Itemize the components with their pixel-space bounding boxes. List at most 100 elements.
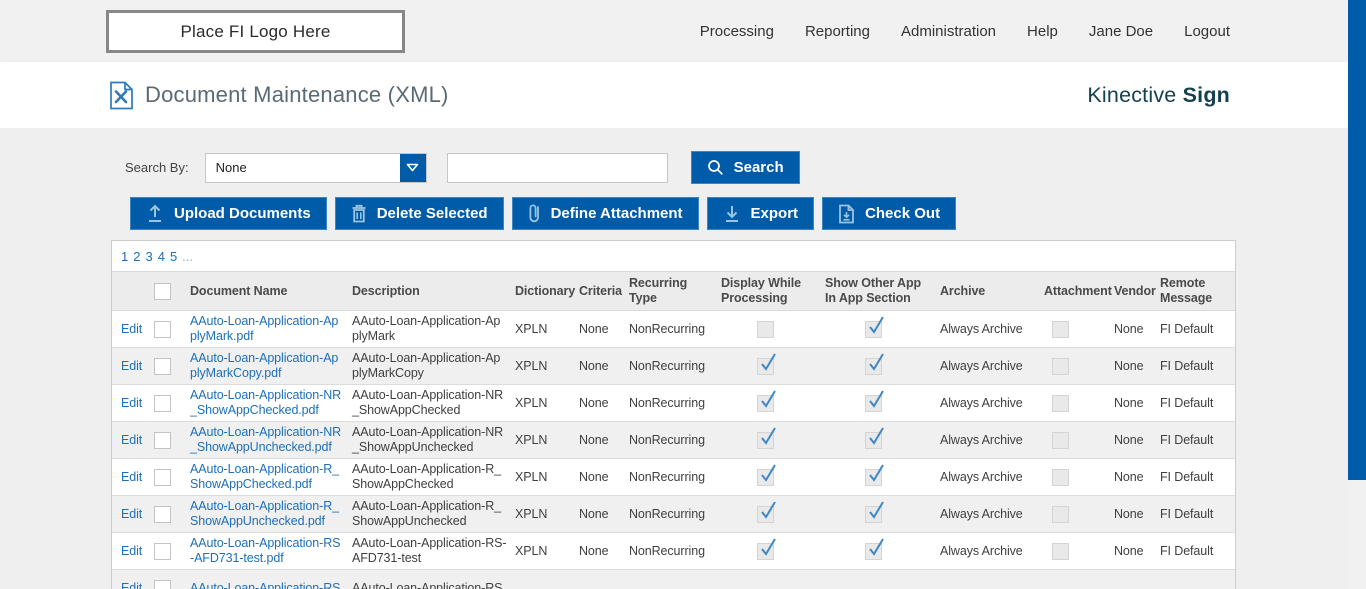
select-all-checkbox[interactable] bbox=[154, 282, 171, 300]
nav-item-logout[interactable]: Logout bbox=[1184, 22, 1230, 40]
vendor-cell: None bbox=[1114, 543, 1144, 558]
vendor-cell: None bbox=[1114, 506, 1144, 521]
table-row: Edit AAuto-Loan-Application-RS AAuto-Loan-… bbox=[112, 569, 1235, 589]
remote-message-cell: FI Default bbox=[1160, 395, 1214, 410]
document-name-link[interactable]: AAuto-Loan-Application-ApplyMarkCopy.pdf bbox=[190, 351, 339, 380]
column-header-display-while-processing: Display While Processing bbox=[719, 271, 823, 311]
archive-cell: Always Archive bbox=[940, 469, 1023, 484]
recurring-type-cell: NonRecurring bbox=[629, 321, 705, 336]
vendor-cell bbox=[1112, 570, 1158, 589]
search-by-label: Search By: bbox=[125, 160, 189, 175]
description-cell: AAuto-Loan-Application-NR_ShowAppChecked bbox=[352, 388, 504, 417]
nav-item-help[interactable]: Help bbox=[1027, 22, 1058, 40]
delete-selected-button[interactable]: Delete Selected bbox=[334, 197, 504, 230]
edit-link[interactable]: Edit bbox=[121, 580, 143, 589]
attachment-checkbox bbox=[1052, 431, 1069, 449]
brand-name: Kinective bbox=[1087, 82, 1183, 107]
document-name-link[interactable]: AAuto-Loan-Application-ApplyMark.pdf bbox=[190, 314, 339, 343]
row-select-checkbox[interactable] bbox=[154, 357, 171, 375]
nav-item-administration[interactable]: Administration bbox=[900, 22, 997, 40]
archive-cell: Always Archive bbox=[940, 358, 1023, 373]
page-link-5[interactable]: 5 bbox=[169, 249, 178, 264]
vendor-cell: None bbox=[1114, 469, 1144, 484]
document-name-link[interactable]: AAuto-Loan-Application-R_ShowAppUnchecke… bbox=[190, 499, 339, 528]
table-row: Edit AAuto-Loan-Application-ApplyMarkCopy… bbox=[112, 347, 1235, 385]
button-label: Delete Selected bbox=[376, 205, 488, 222]
vendor-cell: None bbox=[1114, 395, 1144, 410]
edit-link[interactable]: Edit bbox=[121, 321, 143, 336]
column-header-description: Description bbox=[350, 271, 513, 311]
nav-item-reporting[interactable]: Reporting bbox=[804, 22, 870, 40]
nav-item-processing[interactable]: Processing bbox=[699, 22, 774, 40]
display-while-processing-checkbox bbox=[757, 537, 776, 560]
edit-link[interactable]: Edit bbox=[121, 358, 143, 373]
recurring-type-cell bbox=[627, 570, 719, 589]
criteria-cell: None bbox=[579, 321, 609, 336]
row-select-checkbox[interactable] bbox=[154, 320, 171, 338]
document-name-link[interactable]: AAuto-Loan-Application-RS bbox=[190, 580, 341, 589]
criteria-cell: None bbox=[579, 432, 609, 447]
description-cell: AAuto-Loan-Application-NR_ShowAppUncheck… bbox=[352, 425, 504, 454]
edit-link[interactable]: Edit bbox=[121, 395, 143, 410]
show-other-app-checkbox bbox=[865, 426, 884, 449]
chevron-down-icon[interactable] bbox=[399, 153, 426, 182]
remote-message-cell: FI Default bbox=[1160, 321, 1214, 336]
table-row: Edit AAuto-Loan-Application-R_ShowAppUnch… bbox=[112, 495, 1235, 533]
document-name-link[interactable]: AAuto-Loan-Application-R_ShowAppChecked.… bbox=[190, 462, 339, 491]
row-select-checkbox[interactable] bbox=[154, 468, 171, 486]
page-link-4[interactable]: 4 bbox=[157, 249, 165, 264]
check-out-button[interactable]: Check Out bbox=[822, 197, 957, 230]
brand-product: Sign bbox=[1182, 82, 1230, 107]
dictionary-cell: XPLN bbox=[515, 543, 548, 558]
description-cell: AAuto-Loan-Application-R_ShowAppUnchecke… bbox=[352, 499, 501, 528]
remote-message-cell: FI Default bbox=[1160, 358, 1214, 373]
remote-message-cell: FI Default bbox=[1160, 543, 1214, 558]
document-name-link[interactable]: AAuto-Loan-Application-RS-AFD731-test.pd… bbox=[190, 536, 341, 565]
column-header-show-other-app-in-app-section: Show Other App In App Section bbox=[823, 271, 938, 311]
scrollbar-thumb[interactable] bbox=[1348, 0, 1366, 480]
edit-link[interactable]: Edit bbox=[121, 543, 143, 558]
page-link-3[interactable]: 3 bbox=[145, 249, 153, 264]
search-button[interactable]: Search bbox=[690, 151, 800, 184]
page-link-1[interactable]: 1 bbox=[121, 249, 129, 264]
edit-link[interactable]: Edit bbox=[121, 432, 143, 447]
row-select-checkbox[interactable] bbox=[154, 579, 171, 589]
row-select-checkbox[interactable] bbox=[154, 431, 171, 449]
show-other-app-checkbox bbox=[865, 315, 884, 338]
search-by-select[interactable]: None bbox=[204, 152, 427, 183]
nav-item-jane-doe[interactable]: Jane Doe bbox=[1088, 22, 1154, 40]
edit-link[interactable]: Edit bbox=[121, 469, 143, 484]
upload-documents-button[interactable]: Upload Documents bbox=[130, 197, 327, 230]
row-select-checkbox[interactable] bbox=[154, 394, 171, 412]
column-header-criteria: Criteria bbox=[577, 271, 627, 311]
description-cell: AAuto-Loan-Application-RS-AFD731-test bbox=[352, 536, 507, 565]
table-row: Edit AAuto-Loan-Application-ApplyMark.pdf… bbox=[112, 310, 1235, 348]
display-while-processing-checkbox bbox=[757, 500, 776, 523]
documents-table: Document Name Description Dictionary Criter… bbox=[112, 271, 1235, 589]
edit-link[interactable]: Edit bbox=[121, 506, 143, 521]
document-name-link[interactable]: AAuto-Loan-Application-NR_ShowAppChecked… bbox=[190, 388, 342, 417]
document-name-link[interactable]: AAuto-Loan-Application-NR_ShowAppUncheck… bbox=[190, 425, 342, 454]
top-header-bar: Place FI Logo Here Processing Reporting Ad… bbox=[0, 0, 1366, 62]
dictionary-cell: XPLN bbox=[515, 358, 548, 373]
display-while-processing-checkbox bbox=[757, 389, 776, 412]
actions-toolbar: Upload Documents Delete Selected Define At… bbox=[0, 184, 1366, 230]
page-link-more[interactable]: ... bbox=[182, 249, 194, 264]
row-select-checkbox[interactable] bbox=[154, 542, 171, 560]
archive-cell: Always Archive bbox=[940, 395, 1023, 410]
display-while-processing-checkbox bbox=[757, 426, 776, 449]
search-by-selected-value: None bbox=[215, 160, 247, 175]
search-row: Search By: None Search bbox=[0, 128, 1366, 184]
checkout-document-icon bbox=[838, 204, 855, 224]
search-input[interactable] bbox=[446, 152, 668, 183]
export-button[interactable]: Export bbox=[706, 197, 815, 230]
vertical-scrollbar[interactable] bbox=[1348, 0, 1366, 589]
page-link-2[interactable]: 2 bbox=[133, 249, 141, 264]
table-body: Edit AAuto-Loan-Application-ApplyMark.pdf… bbox=[112, 310, 1235, 589]
description-cell: AAuto-Loan-Application-R_ShowAppChecked bbox=[352, 462, 501, 491]
define-attachment-button[interactable]: Define Attachment bbox=[511, 197, 699, 230]
page-title-bar: Document Maintenance (XML) Kinective Sig… bbox=[0, 62, 1366, 128]
page-title: Document Maintenance (XML) bbox=[145, 82, 449, 107]
description-cell: AAuto-Loan-Application-ApplyMark bbox=[352, 314, 501, 343]
row-select-checkbox[interactable] bbox=[154, 505, 171, 523]
